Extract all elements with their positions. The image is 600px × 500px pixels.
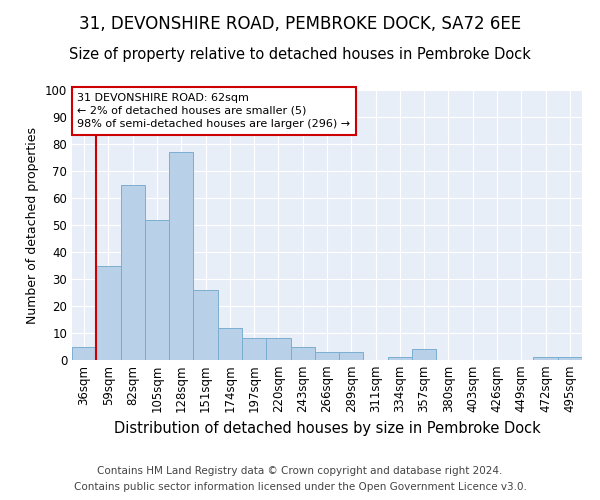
- Text: 31, DEVONSHIRE ROAD, PEMBROKE DOCK, SA72 6EE: 31, DEVONSHIRE ROAD, PEMBROKE DOCK, SA72…: [79, 15, 521, 33]
- Bar: [193, 290, 218, 360]
- Bar: [533, 358, 558, 360]
- Y-axis label: Number of detached properties: Number of detached properties: [26, 126, 40, 324]
- Bar: [169, 152, 193, 360]
- X-axis label: Distribution of detached houses by size in Pembroke Dock: Distribution of detached houses by size …: [113, 421, 541, 436]
- Bar: [96, 266, 121, 360]
- Bar: [242, 338, 266, 360]
- Text: Contains public sector information licensed under the Open Government Licence v3: Contains public sector information licen…: [74, 482, 526, 492]
- Bar: [558, 358, 582, 360]
- Bar: [412, 349, 436, 360]
- Bar: [121, 184, 145, 360]
- Bar: [339, 352, 364, 360]
- Bar: [388, 358, 412, 360]
- Text: 31 DEVONSHIRE ROAD: 62sqm
← 2% of detached houses are smaller (5)
98% of semi-de: 31 DEVONSHIRE ROAD: 62sqm ← 2% of detach…: [77, 92, 350, 129]
- Bar: [315, 352, 339, 360]
- Text: Contains HM Land Registry data © Crown copyright and database right 2024.: Contains HM Land Registry data © Crown c…: [97, 466, 503, 476]
- Bar: [266, 338, 290, 360]
- Text: Size of property relative to detached houses in Pembroke Dock: Size of property relative to detached ho…: [69, 48, 531, 62]
- Bar: [290, 346, 315, 360]
- Bar: [218, 328, 242, 360]
- Bar: [145, 220, 169, 360]
- Bar: [72, 346, 96, 360]
